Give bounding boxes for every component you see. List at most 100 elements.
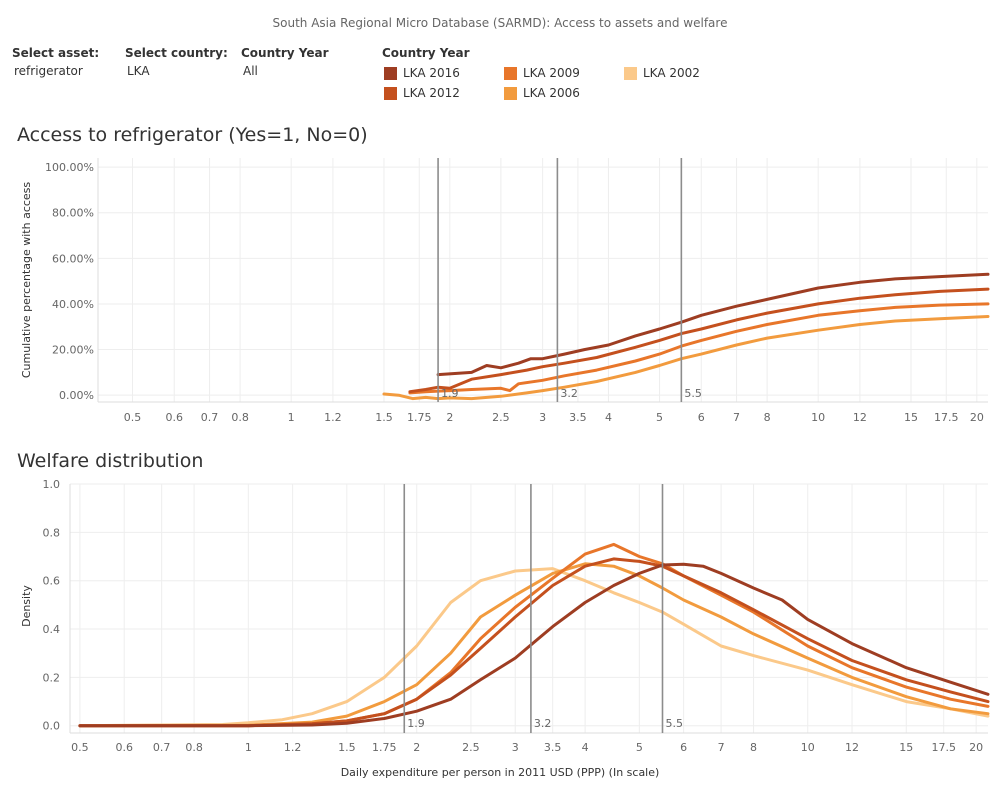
- welfare-x-tick-label: 0.5: [71, 741, 89, 754]
- legend-item-lka-2009[interactable]: LKA 2009: [504, 66, 580, 80]
- access-x-tick-label: 17.5: [934, 411, 959, 424]
- access-x-tick-label: 3.5: [569, 411, 587, 424]
- access-reference-label: 3.2: [560, 387, 578, 400]
- access-x-tick-label: 0.8: [231, 411, 249, 424]
- welfare-y-axis-label: Density: [20, 585, 33, 627]
- access-x-tick-label: 4: [605, 411, 612, 424]
- welfare-x-tick-label: 8: [750, 741, 757, 754]
- welfare-x-axis-label: Daily expenditure per person in 2011 USD…: [340, 766, 660, 779]
- welfare-y-tick-label: 0.4: [43, 623, 61, 636]
- welfare-x-tick-label: 4: [582, 741, 589, 754]
- welfare-x-tick-label: 1.2: [284, 741, 302, 754]
- welfare-x-tick-label: 3.5: [544, 741, 562, 754]
- access-x-tick-label: 6: [698, 411, 705, 424]
- welfare-x-tick-label: 1.75: [372, 741, 397, 754]
- access-x-tick-label: 0.6: [166, 411, 184, 424]
- welfare-x-tick-label: 15: [899, 741, 913, 754]
- legend-items: LKA 2016 LKA 2012 LKA 2009 LKA 2006 LKA …: [382, 62, 782, 102]
- filter-asset-label: Select asset:: [12, 46, 100, 60]
- welfare-chart: 0.5 0.6 0.7 0.8 1 1.2 1.5 1.75 2 2.5 3 3.5 4 5 6 7 8 10 12…: [20, 478, 990, 754]
- access-series-lka-2006: [382, 315, 990, 401]
- access-series-lka-2016: [436, 272, 990, 377]
- welfare-x-tick-label: 0.8: [185, 741, 203, 754]
- legend-swatch: [384, 66, 397, 80]
- access-y-tick-label: 20.00%: [52, 344, 94, 357]
- welfare-series-lka-2012: [78, 557, 990, 728]
- legend-item-lka-2002[interactable]: LKA 2002: [624, 66, 700, 80]
- welfare-x-tick-label: 1.5: [338, 741, 356, 754]
- legend-item-lka-2012[interactable]: LKA 2012: [384, 86, 460, 100]
- access-y-tick-label: 0.00%: [59, 389, 94, 402]
- access-x-tick-label: 15: [904, 411, 918, 424]
- filter-asset[interactable]: Select asset: refrigerator: [12, 46, 99, 78]
- welfare-series-lka-2006: [78, 562, 990, 728]
- access-y-axis-label: Cumulative percentage with access: [20, 182, 33, 379]
- legend: Country Year LKA 2016 LKA 2012 LKA 2009 …: [382, 46, 782, 102]
- access-x-tick-label: 10: [811, 411, 825, 424]
- legend-item-lka-2016[interactable]: LKA 2016: [384, 66, 460, 80]
- welfare-chart-title: Welfare distribution: [17, 450, 204, 472]
- legend-swatch: [384, 86, 397, 100]
- access-y-tick-label: 100.00%: [45, 161, 94, 174]
- page-title: South Asia Regional Micro Database (SARM…: [272, 16, 728, 30]
- welfare-x-tick-label: 1: [245, 741, 252, 754]
- legend-label: LKA 2006: [523, 86, 580, 100]
- welfare-reference-label: 3.2: [534, 717, 552, 730]
- filter-country-year-label: Country Year: [241, 46, 329, 60]
- access-y-tick-label: 60.00%: [52, 252, 94, 265]
- welfare-reference-label: 1.9: [407, 717, 425, 730]
- welfare-x-tick-label: 5: [636, 741, 643, 754]
- access-x-tick-label: 5: [656, 411, 663, 424]
- filter-country[interactable]: Select country: LKA: [125, 46, 228, 78]
- access-x-tick-label: 1.75: [407, 411, 432, 424]
- legend-swatch: [504, 66, 517, 80]
- filter-country-label: Select country:: [125, 46, 228, 60]
- welfare-y-tick-label: 0.2: [43, 671, 61, 684]
- legend-title: Country Year: [382, 46, 470, 60]
- filter-country-value[interactable]: LKA: [127, 64, 150, 78]
- welfare-x-tick-label: 7: [718, 741, 725, 754]
- legend-item-lka-2006[interactable]: LKA 2006: [504, 86, 580, 100]
- filter-asset-value[interactable]: refrigerator: [14, 64, 83, 78]
- access-y-tick-label: 80.00%: [52, 207, 94, 220]
- welfare-x-tick-label: 0.6: [115, 741, 133, 754]
- access-chart-title: Access to refrigerator (Yes=1, No=0): [17, 124, 368, 146]
- welfare-series-lka-2016: [78, 562, 990, 728]
- legend-label: LKA 2009: [523, 66, 580, 80]
- access-x-tick-label: 8: [764, 411, 771, 424]
- legend-label: LKA 2002: [643, 66, 700, 80]
- access-x-tick-label: 12: [853, 411, 867, 424]
- welfare-y-tick-label: 0.6: [43, 575, 61, 588]
- welfare-y-tick-label: 1.0: [43, 478, 61, 491]
- access-reference-label: 5.5: [684, 387, 702, 400]
- access-series-lka-2012: [408, 287, 990, 394]
- welfare-x-tick-label: 12: [845, 741, 859, 754]
- access-x-tick-label: 1.2: [324, 411, 342, 424]
- access-x-tick-label: 1: [288, 411, 295, 424]
- access-x-tick-label: 2.5: [492, 411, 510, 424]
- welfare-x-tick-label: 6: [680, 741, 687, 754]
- welfare-reference-label: 5.5: [665, 717, 683, 730]
- access-x-tick-label: 1.5: [375, 411, 393, 424]
- welfare-x-tick-label: 0.7: [153, 741, 171, 754]
- access-x-tick-label: 3: [539, 411, 546, 424]
- legend-swatch: [624, 66, 637, 80]
- legend-label: LKA 2016: [403, 66, 460, 80]
- access-reference-label: 1.9: [441, 387, 459, 400]
- access-x-tick-label: 20: [970, 411, 984, 424]
- access-y-tick-label: 40.00%: [52, 298, 94, 311]
- access-x-tick-label: 0.5: [124, 411, 142, 424]
- filter-country-year-value[interactable]: All: [243, 64, 258, 78]
- welfare-y-tick-label: 0.0: [43, 720, 61, 733]
- welfare-x-tick-label: 20: [969, 741, 983, 754]
- legend-swatch: [504, 86, 517, 100]
- filter-country-year[interactable]: Country Year All: [241, 46, 329, 78]
- access-x-tick-label: 7: [733, 411, 740, 424]
- welfare-x-tick-label: 10: [801, 741, 815, 754]
- access-x-tick-label: 0.7: [201, 411, 219, 424]
- access-series-lka-2009: [408, 302, 990, 395]
- legend-label: LKA 2012: [403, 86, 460, 100]
- welfare-x-tick-label: 17.5: [931, 741, 956, 754]
- access-x-tick-label: 2: [446, 411, 453, 424]
